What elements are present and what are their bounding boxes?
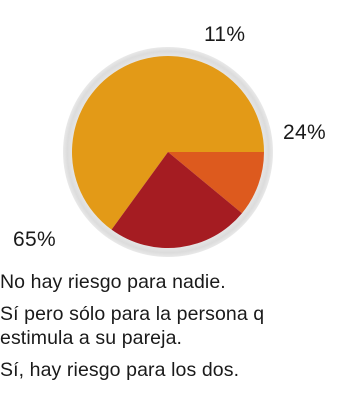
slice-label-24: 24%	[283, 121, 326, 144]
slice-label-11: 11%	[204, 23, 246, 46]
legend-item-risk-one: Sí pero sólo para la persona q estimula …	[0, 303, 265, 349]
pie-slice-65	[72, 56, 265, 230]
pie-slice-11	[168, 152, 264, 214]
legend-item-no-risk: No hay riesgo para nadie.	[0, 271, 226, 293]
pie-chart	[63, 47, 273, 257]
slice-label-65: 65%	[13, 228, 56, 251]
legend: No hay riesgo para nadie. Sí pero sólo p…	[0, 270, 346, 390]
pie-slice-24	[111, 152, 242, 249]
legend-item-risk-both: Sí, hay riesgo para los dos.	[0, 359, 240, 381]
